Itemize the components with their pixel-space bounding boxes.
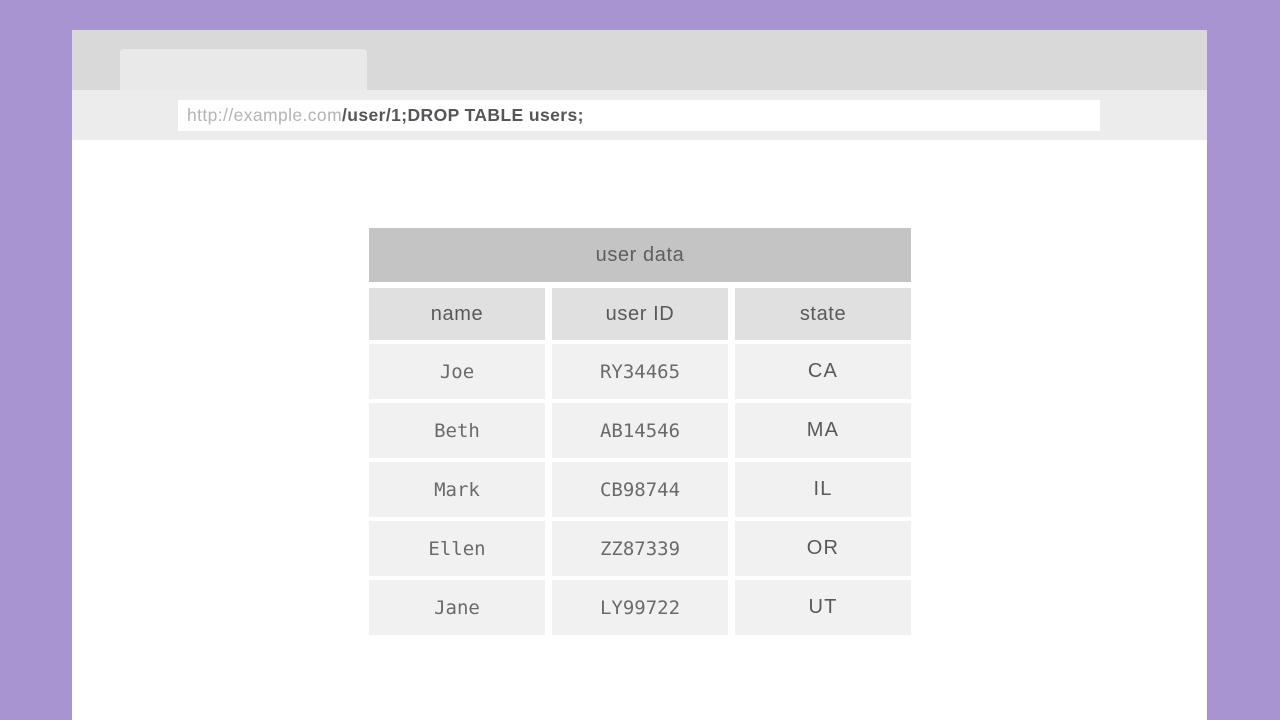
cell-user-id: AB14546 [552, 403, 728, 458]
cell-state: CA [735, 344, 911, 399]
column-header-state: state [735, 288, 911, 340]
url-domain: http://example.com [187, 105, 343, 125]
cell-name: Ellen [369, 521, 545, 576]
url-path: /user/1;DROP TABLE users; [342, 105, 584, 125]
cell-name: Beth [369, 403, 545, 458]
cell-user-id: LY99722 [552, 580, 728, 635]
tab-bar [72, 30, 1207, 90]
column-header-name: name [369, 288, 545, 340]
cell-user-id: ZZ87339 [552, 521, 728, 576]
browser-window: http://example.com/user/1;DROP TABLE use… [72, 30, 1207, 720]
cell-state: MA [735, 403, 911, 458]
cell-state: OR [735, 521, 911, 576]
browser-tab[interactable] [120, 49, 367, 90]
cell-state: UT [735, 580, 911, 635]
cell-user-id: CB98744 [552, 462, 728, 517]
cell-user-id: RY34465 [552, 344, 728, 399]
cell-name: Joe [369, 344, 545, 399]
table-title: user data [369, 228, 911, 282]
url-input[interactable]: http://example.com/user/1;DROP TABLE use… [178, 100, 1100, 131]
address-bar: http://example.com/user/1;DROP TABLE use… [72, 90, 1207, 140]
table-grid: name user ID state Joe RY34465 CA Beth A… [369, 288, 911, 635]
column-header-userid: user ID [552, 288, 728, 340]
page-content: user data name user ID state Joe RY34465… [72, 140, 1207, 720]
cell-state: IL [735, 462, 911, 517]
cell-name: Jane [369, 580, 545, 635]
user-data-table: user data name user ID state Joe RY34465… [369, 228, 911, 635]
cell-name: Mark [369, 462, 545, 517]
